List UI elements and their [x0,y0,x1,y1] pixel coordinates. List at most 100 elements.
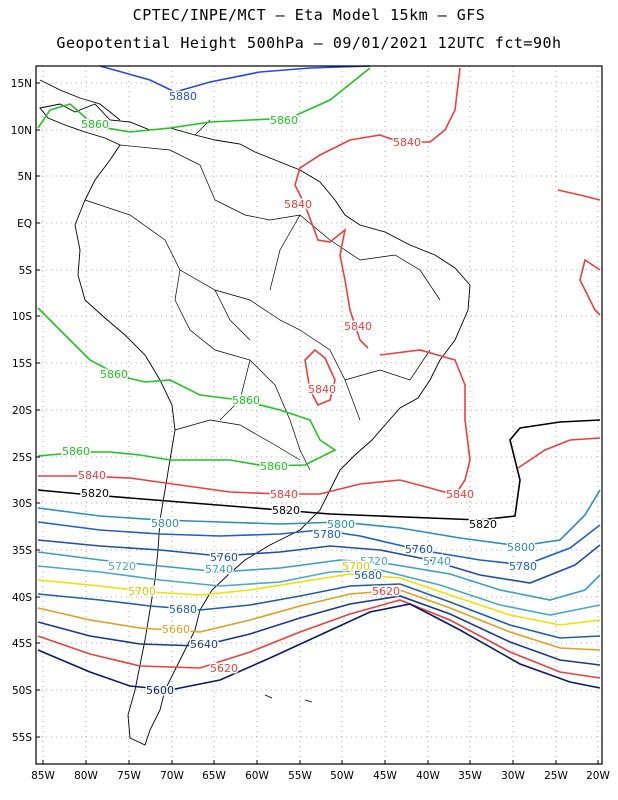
contour-5860-central [37,307,337,467]
contour-label-5860: 5860 [100,368,128,381]
contour-label-5720: 5720 [360,555,388,568]
contour-label-5840: 5840 [446,488,474,501]
contour-label-5760: 5760 [405,543,433,556]
longitude-label: 85W [31,770,55,782]
contour-label-5600: 5600 [146,684,174,697]
contour-5820 [37,419,601,521]
contour-5700 [37,573,601,626]
contour-5840-southeast [379,349,471,496]
latitude-label: 50S [12,685,32,697]
contour-5660 [37,589,601,651]
contour-label-5680: 5680 [354,569,382,582]
latitude-label: 5N [17,171,32,183]
map-subtitle: Geopotential Height 500hPa – 09/01/2021 … [56,34,562,52]
latitude-label: 15S [12,358,32,370]
longitude-label: 35W [458,770,482,782]
contour-label-5860: 5860 [232,394,260,407]
contour-5840-east [557,189,601,316]
contour-5780 [37,521,601,566]
latitude-label: 40S [12,592,32,604]
contour-label-5840: 5840 [393,136,421,149]
contour-label-5640: 5640 [190,638,218,651]
contour-label-5740: 5740 [205,563,233,576]
contour-label-5880: 5880 [169,90,197,103]
contour-labels: 5880 5860 5860 5840 5840 5840 5860 5840 5860 5860… [61,89,539,699]
latitude-label: 55S [12,732,32,744]
south-america-coastline [39,103,471,746]
contour-label-5620: 5620 [210,662,238,675]
longitude-label: 20W [586,770,610,782]
longitude-label: 75W [117,770,141,782]
contour-label-5760: 5760 [210,551,238,564]
contour-5800 [37,489,601,547]
contour-label-5840: 5840 [284,198,312,211]
contour-label-5700: 5700 [128,585,156,598]
contour-label-5840: 5840 [78,469,106,482]
longitude-label: 65W [202,770,226,782]
longitude-label: 30W [501,770,525,782]
contour-label-5820: 5820 [469,518,497,531]
longitude-label: 45W [373,770,397,782]
contour-label-5800: 5800 [151,517,179,530]
contour-label-5680: 5680 [169,603,197,616]
latitude-labels: 15N 10N 5N EQ 5S 10S 15S 20S 25S 30S 35S 40S 45S 50S 5… [11,78,40,744]
contour-5760 [37,539,601,584]
latitude-label: 35S [12,545,32,557]
latitude-label: 10N [11,125,32,137]
contour-label-5800: 5800 [327,518,355,531]
latitude-label: 15N [11,78,32,90]
border-lines [84,119,441,471]
contour-label-5780: 5780 [313,528,341,541]
map-frame [35,65,603,765]
longitude-labels: 85W 80W 75W 70W 65W 60W 55W 50W 45W 40W 35W 30W 25W 2… [31,760,610,782]
contour-label-5860: 5860 [270,114,298,127]
contour-5720 [37,565,601,616]
latitude-label: 25S [12,452,32,464]
contour-label-5620: 5620 [372,585,400,598]
longitude-label: 80W [74,770,98,782]
contour-label-5780: 5780 [509,560,537,573]
coastline-and-borders [39,79,471,746]
latitude-label: 5S [19,265,33,277]
contour-lines [37,65,601,691]
longitude-label: 55W [288,770,312,782]
contour-label-5840: 5840 [308,383,336,396]
longitude-label: 70W [160,770,184,782]
latitude-label: 10S [12,311,32,323]
contour-label-5800: 5800 [507,541,535,554]
central-america [39,79,121,121]
contour-5740 [37,551,601,601]
contour-label-5860: 5860 [62,445,90,458]
latitude-label: 30S [12,498,32,510]
contour-5840-south-loop [304,348,336,407]
contour-label-5740: 5740 [423,555,451,568]
contour-label-5860: 5860 [81,118,109,131]
contour-5640 [37,595,601,666]
contour-label-5840: 5840 [270,488,298,501]
latitude-label: 45S [12,638,32,650]
contour-label-5700: 5700 [342,560,370,573]
contour-5620 [37,599,601,679]
contour-label-5840: 5840 [344,320,372,333]
latitude-label: EQ [17,218,32,230]
south-georgia-islands [264,694,313,703]
longitude-label: 25W [544,770,568,782]
contour-5840-far-east [517,437,601,469]
contour-5600 [37,603,601,691]
contour-label-5720: 5720 [108,560,136,573]
contour-5840-south [38,475,456,496]
contour-label-5860: 5860 [260,460,288,473]
latitude-label: 20S [12,405,32,417]
contour-5880 [99,65,371,93]
longitude-label: 50W [330,770,354,782]
contour-label-5820: 5820 [81,487,109,500]
contour-5860-north [37,67,371,133]
map-title: CPTEC/INPE/MCT – Eta Model 15km – GFS [132,6,486,24]
contour-5840-ne [294,67,461,349]
contour-label-5660: 5660 [162,623,190,636]
contour-5680 [37,583,601,639]
longitude-label: 40W [416,770,440,782]
contour-label-5820: 5820 [272,504,300,517]
longitude-label: 60W [245,770,269,782]
